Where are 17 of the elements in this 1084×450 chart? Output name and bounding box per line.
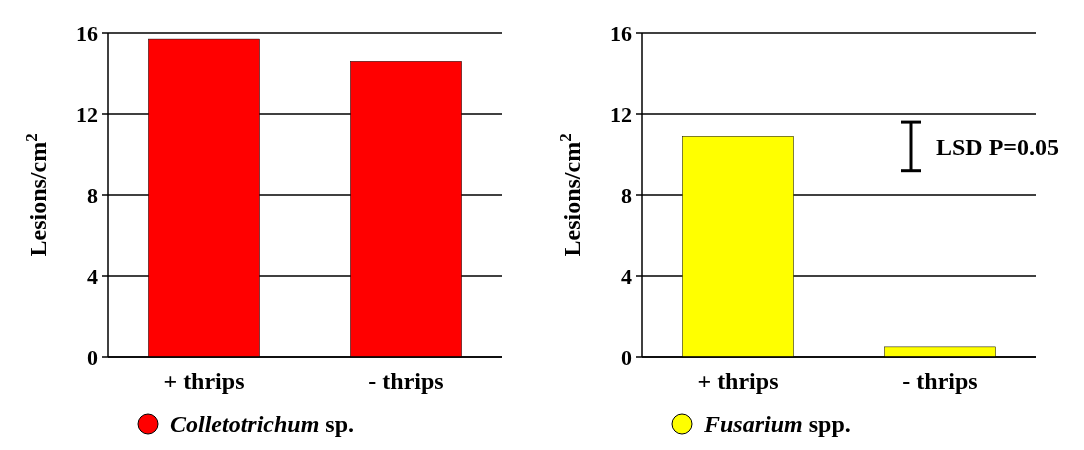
- y-tick-label: 8: [87, 182, 98, 208]
- y-tick-label: 16: [610, 20, 632, 46]
- y-tick-label: 8: [621, 182, 632, 208]
- y-tick-label: 12: [76, 101, 98, 127]
- x-tick-label: - thrips: [902, 368, 978, 394]
- legend-label: Colletotrichum sp.: [170, 411, 355, 438]
- legend-label: Fusarium spp.: [703, 411, 851, 438]
- y-tick-label: 0: [621, 344, 632, 370]
- x-tick-label: - thrips: [368, 368, 444, 394]
- y-tick-label: 16: [76, 20, 98, 46]
- x-tick-label: + thrips: [697, 368, 779, 394]
- x-tick-label: + thrips: [163, 368, 245, 394]
- y-tick-label: 12: [610, 101, 632, 127]
- y-tick-label: 0: [87, 344, 98, 370]
- annotation: LSD P=0.05: [936, 133, 1060, 160]
- y-tick-label: 4: [87, 263, 98, 289]
- y-tick-label: 4: [621, 263, 632, 289]
